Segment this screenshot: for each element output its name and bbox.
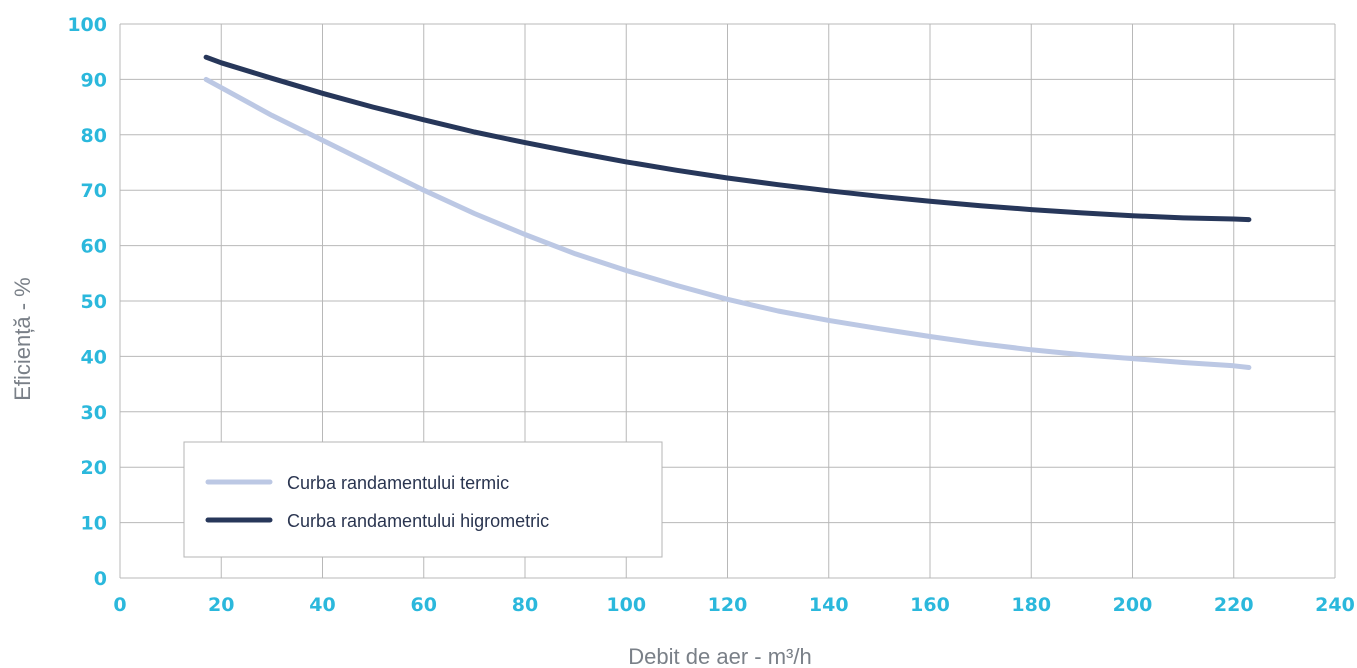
x-tick-80: 80: [512, 594, 538, 616]
y-axis-title: Eficiență - %: [10, 277, 35, 401]
series-line-0: [203, 76, 1252, 370]
grid: [119, 23, 1336, 579]
y-tick-0: 0: [94, 568, 107, 590]
x-tick-240: 240: [1315, 594, 1355, 616]
series-line-1: [203, 54, 1252, 223]
x-tick-20: 20: [208, 594, 234, 616]
x-tick-100: 100: [606, 594, 646, 616]
y-tick-20: 20: [81, 457, 107, 479]
x-tick-140: 140: [809, 594, 849, 616]
y-tick-40: 40: [81, 346, 107, 368]
x-tick-220: 220: [1214, 594, 1254, 616]
legend-label-termic: Curba randamentului termic: [287, 473, 509, 493]
y-tick-90: 90: [81, 69, 107, 91]
x-tick-labels: 0 20 40 60 80 100 120 140 160 180 200 220 240: [113, 594, 1354, 616]
y-tick-labels: 0 10 20 30 40 50 60 70 80 90 100: [67, 14, 107, 590]
y-tick-100: 100: [67, 14, 107, 36]
y-tick-30: 30: [81, 402, 107, 424]
legend: Curba randamentului termic Curba randame…: [183, 441, 663, 558]
x-tick-60: 60: [411, 594, 437, 616]
y-tick-50: 50: [81, 291, 107, 313]
x-tick-180: 180: [1011, 594, 1051, 616]
x-tick-0: 0: [113, 594, 126, 616]
x-tick-120: 120: [708, 594, 748, 616]
x-tick-200: 200: [1113, 594, 1153, 616]
y-tick-80: 80: [81, 125, 107, 147]
x-tick-40: 40: [309, 594, 335, 616]
x-tick-160: 160: [910, 594, 950, 616]
x-axis-title: Debit de aer - m³/h: [628, 644, 811, 668]
series-layer: [203, 54, 1252, 370]
y-tick-10: 10: [81, 513, 107, 535]
legend-box: [183, 441, 663, 558]
y-tick-60: 60: [81, 236, 107, 258]
y-tick-70: 70: [81, 180, 107, 202]
legend-label-higrometric: Curba randamentului higrometric: [287, 511, 549, 531]
